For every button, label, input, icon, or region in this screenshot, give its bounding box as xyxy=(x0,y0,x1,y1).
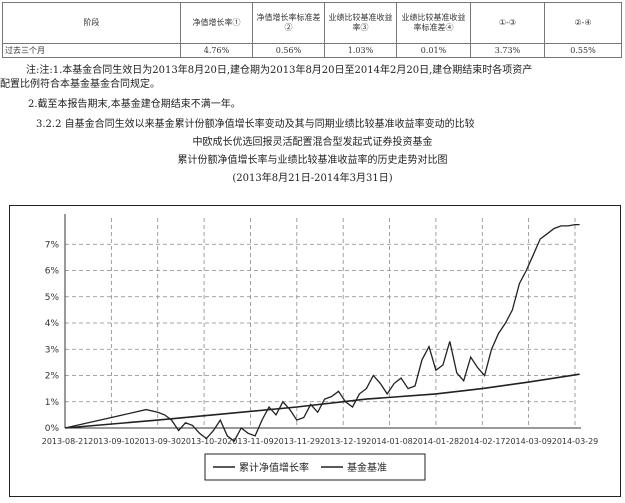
legend-label: 基金基准 xyxy=(347,461,387,474)
legend-label: 累计净值增长率 xyxy=(239,461,309,474)
cell-diff-2-4: 0.55% xyxy=(544,43,622,58)
note-1-line-2: 配置比例符合本基金基金合同规定。 xyxy=(0,79,160,90)
x-tick-label: 2014-01-08 xyxy=(366,437,413,446)
header-stage: 阶段 xyxy=(2,2,181,44)
note-1-line-1: 注:注:1.本基金合同生效日为2013年8月20日,建仓期为2013年8月20日… xyxy=(26,65,533,76)
y-tick-label: 4% xyxy=(45,319,60,329)
header-diff-2-4: ②-④ xyxy=(544,2,622,44)
cell-benchmark-return: 1.03% xyxy=(324,43,397,58)
chart-date-range: (2013年8月21日-2014年3月31日) xyxy=(232,173,393,184)
table-header-row: 阶段 净值增长率① 净值增长率标准差② 业绩比较基准收益率③ 业绩比较基准收益率… xyxy=(2,2,622,44)
series-line-benchmark xyxy=(64,373,580,429)
header-benchmark-std: 业绩比较基准收益率标准差④ xyxy=(396,2,471,44)
cell-nav-std: 0.56% xyxy=(252,43,325,58)
header-nav-std: 净值增长率标准差② xyxy=(252,2,325,44)
table-row: 过去三个月 4.76% 0.56% 1.03% 0.01% 3.73% 0.55… xyxy=(2,43,622,58)
chart-title: 累计份额净值增长率与业绩比较基准收益率的历史走势对比图 xyxy=(177,155,448,166)
chart-frame: 0% 1% 2% 3% 4% 5% 6% 7% 2013-08-21 2013-09-10 2013… xyxy=(9,205,621,497)
x-tick-label: 2013-11-29 xyxy=(274,437,321,446)
cell-stage: 过去三个月 xyxy=(2,43,181,58)
header-nav-growth: 净值增长率① xyxy=(180,2,253,44)
x-tick-label: 2013-12-19 xyxy=(320,437,367,446)
x-tick-label: 2014-01-28 xyxy=(413,437,460,446)
x-tick-label: 2014-02-17 xyxy=(459,437,506,446)
y-tick-label: 7% xyxy=(45,240,60,250)
header-benchmark-return: 业绩比较基准收益率③ xyxy=(324,2,397,44)
x-tick-label: 2014-03-29 xyxy=(552,437,599,446)
y-tick-label: 2% xyxy=(45,372,60,382)
header-diff-1-3: ①-③ xyxy=(470,2,545,44)
legend-box xyxy=(204,453,426,481)
x-tick-label: 2014-03-09 xyxy=(505,437,552,446)
y-tick-label: 6% xyxy=(45,267,60,277)
x-tick-label: 2013-10-20 xyxy=(181,437,228,446)
y-tick-label: 1% xyxy=(45,398,60,408)
note-2: 2.截至本报告期末,本基金建仓期结束不满一年。 xyxy=(28,99,241,110)
y-tick-label: 5% xyxy=(45,293,60,303)
section-heading: 3.2.2 自基金合同生效以来基金累计份额净值增长率变动及其与同期业绩比较基准收… xyxy=(36,119,475,130)
x-tick-label: 2013-08-21 xyxy=(42,437,89,446)
performance-table: 阶段 净值增长率① 净值增长率标准差② 业绩比较基准收益率③ 业绩比较基准收益率… xyxy=(2,2,622,58)
x-tick-label: 2013-09-10 xyxy=(88,437,135,446)
series-line-nav xyxy=(64,223,580,443)
cell-diff-1-3: 3.73% xyxy=(470,43,545,58)
x-tick-label: 2013-09-30 xyxy=(134,437,181,446)
cell-nav-growth: 4.76% xyxy=(180,43,253,58)
cell-benchmark-std: 0.01% xyxy=(396,43,471,58)
y-tick-label: 3% xyxy=(45,345,60,355)
fund-name: 中欧成长优选回报灵活配置混合型发起式证券投资基金 xyxy=(192,137,433,148)
y-tick-label: 0% xyxy=(45,424,60,434)
performance-chart: 0%1%2%3%4%5%6%7%2013-08-21 2013-09-10 2013… xyxy=(42,214,599,481)
x-tick-label: 2013-11-09 xyxy=(227,437,274,446)
